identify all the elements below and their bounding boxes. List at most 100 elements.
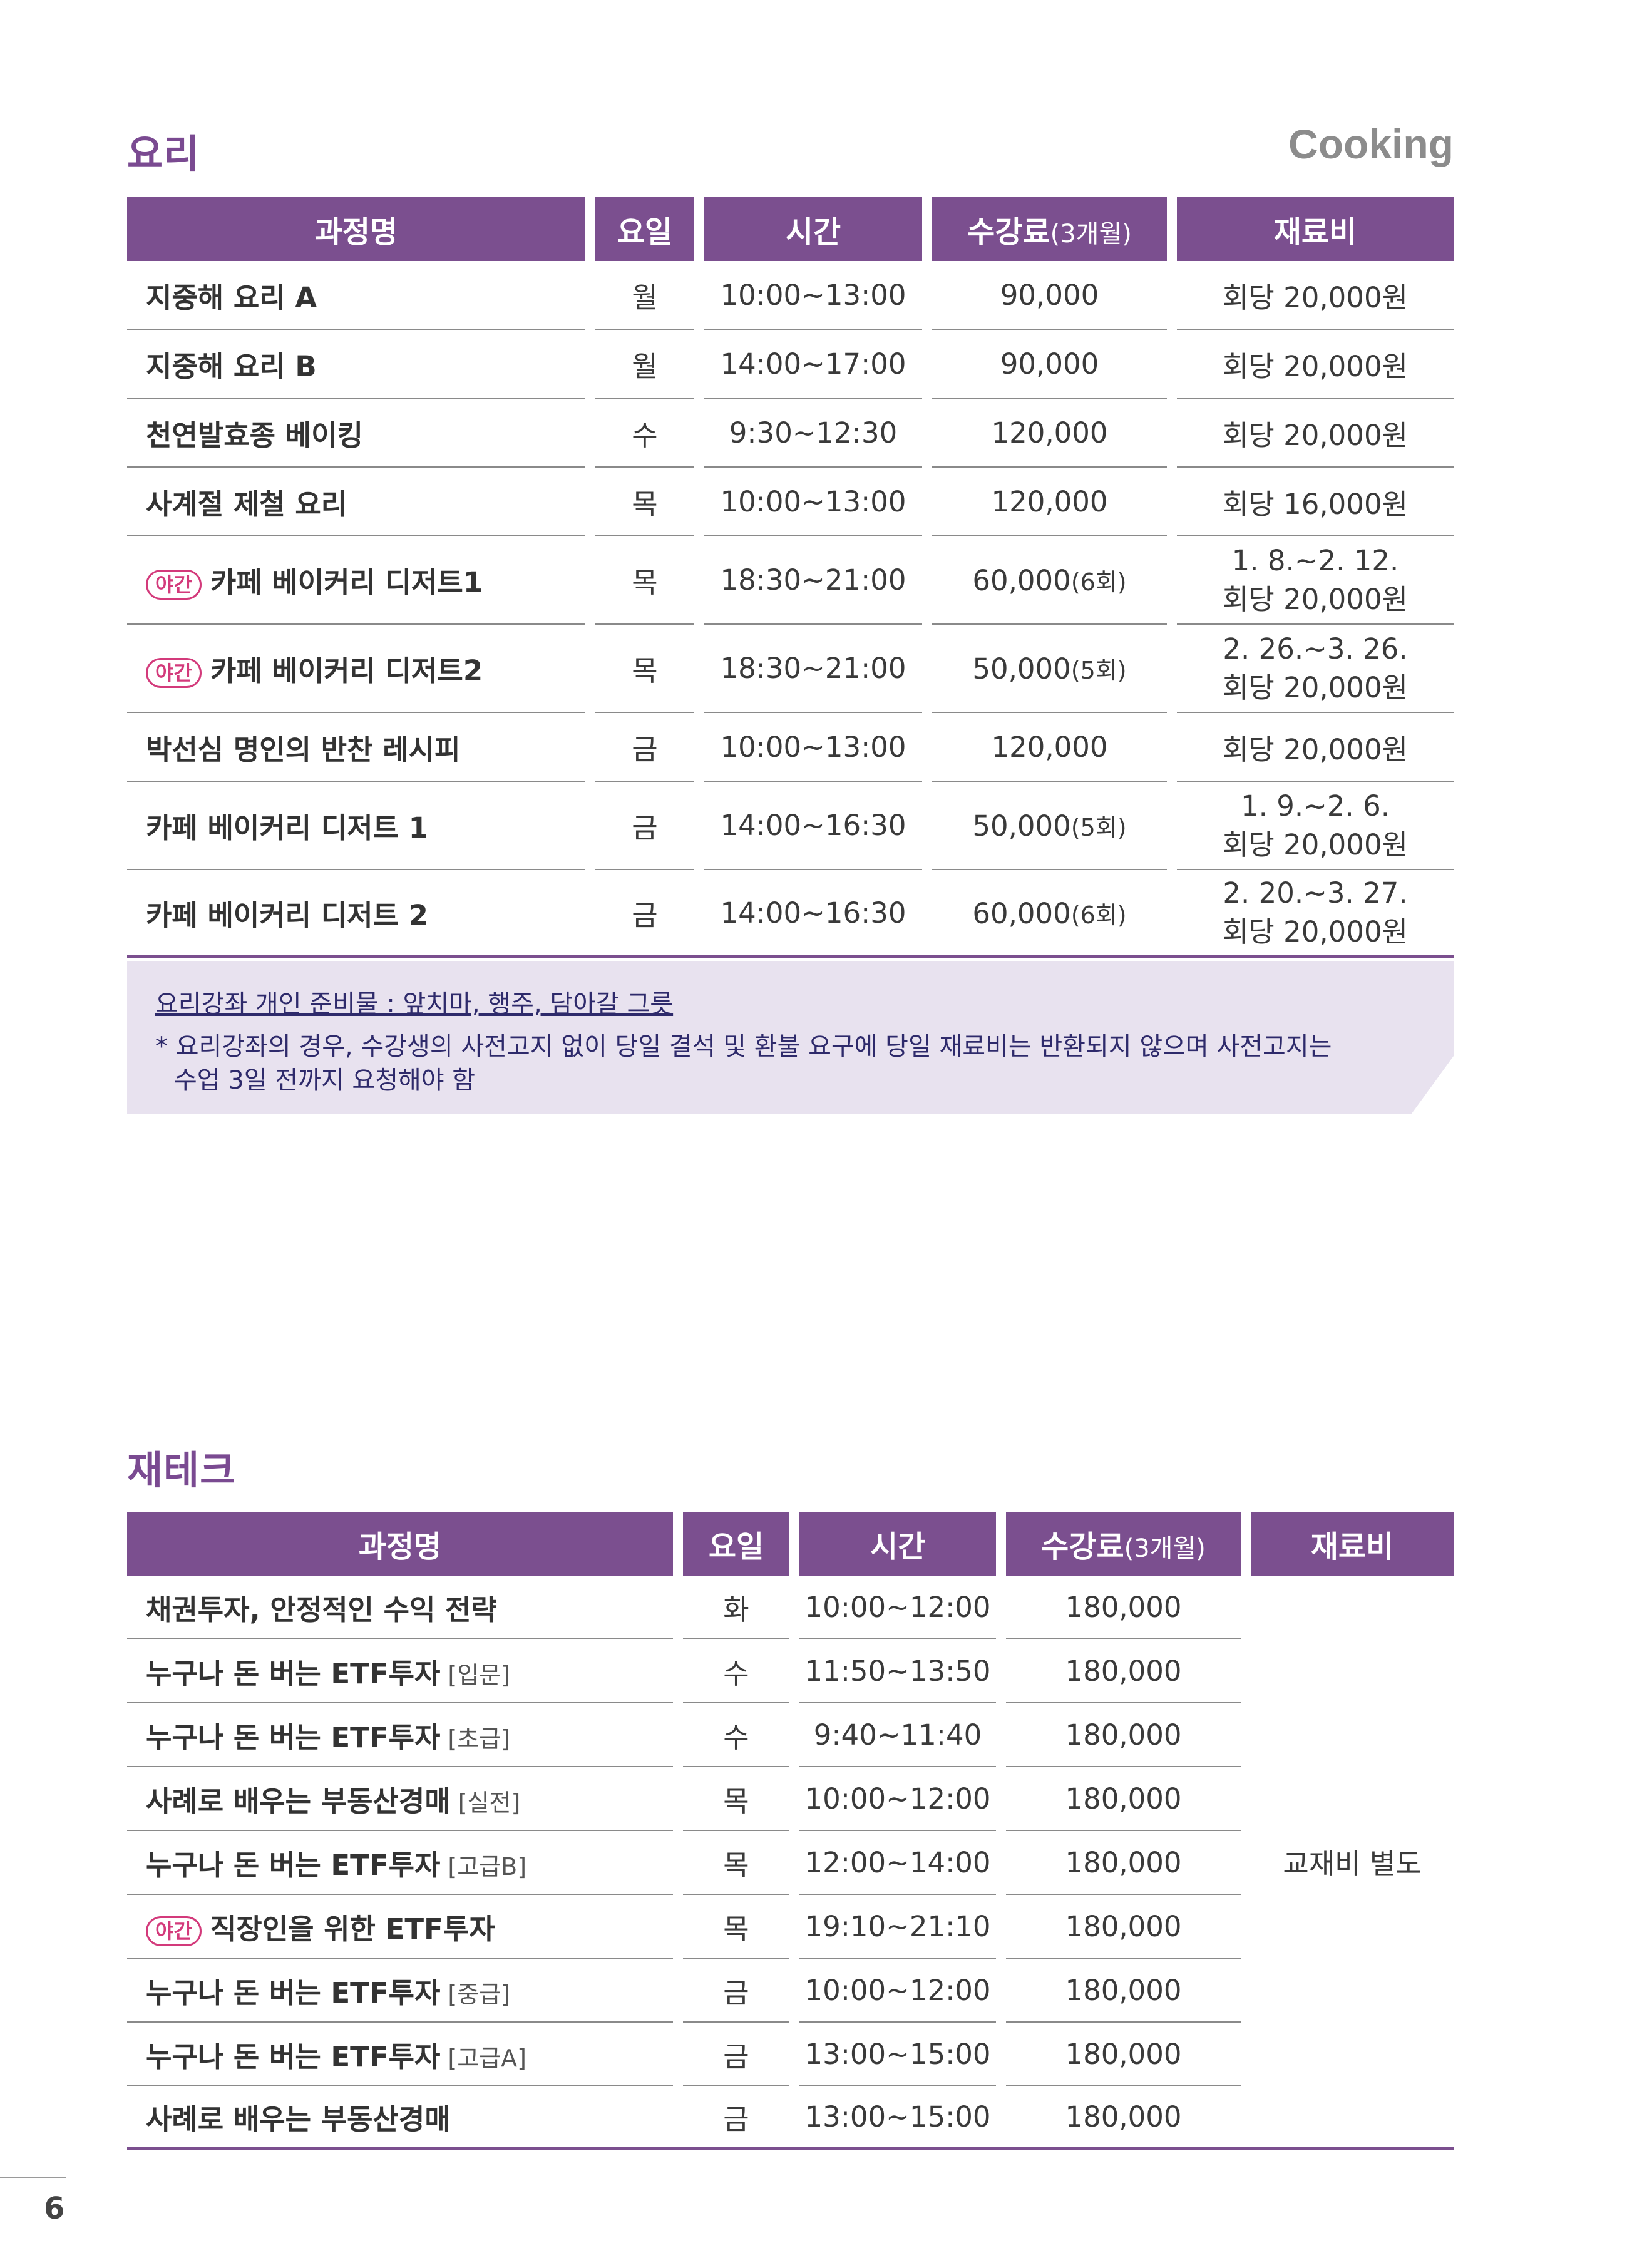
- column-gap: [996, 1959, 1006, 2023]
- header-time: 시간: [704, 197, 922, 261]
- column-gap: [996, 2086, 1006, 2150]
- column-gap: [922, 468, 932, 536]
- fee-cell: 120,000: [932, 468, 1167, 536]
- column-gap: [1241, 2086, 1251, 2150]
- fee-cell: 60,000(6회): [932, 870, 1167, 958]
- column-gap: [1241, 1959, 1251, 2023]
- course-name: 카페 베이커리 디저트 2: [146, 898, 428, 932]
- material-line-1: 2. 20.~3. 27.: [1223, 876, 1408, 910]
- day-cell: 금: [683, 2086, 789, 2150]
- material-cell: 1. 8.~2. 12. 회당 20,000원: [1177, 536, 1454, 625]
- course-name-cell: 누구나 돈 버는 ETF투자 [입문]: [127, 1639, 673, 1703]
- column-gap: [789, 1576, 799, 1639]
- day-cell: 수: [683, 1639, 789, 1703]
- day-cell: 수: [595, 399, 694, 468]
- fee-cell: 180,000: [1006, 1703, 1241, 1767]
- column-gap: [673, 1959, 683, 2023]
- course-name: 누구나 돈 버는 ETF투자: [146, 1720, 441, 1754]
- night-class-badge: 야간: [146, 1916, 202, 1946]
- course-name-cell: 사례로 배우는 부동산경매: [127, 2086, 673, 2150]
- course-name: 누구나 돈 버는 ETF투자: [146, 2040, 441, 2073]
- table-row: 박선심 명인의 반찬 레시피 금 10:00~13:00 120,000 회당 20,0…: [127, 713, 1454, 782]
- column-gap: [922, 536, 932, 625]
- column-gap: [996, 1831, 1006, 1895]
- day-cell: 목: [595, 468, 694, 536]
- fee-value: 60,000: [972, 896, 1071, 930]
- cooking-note-box: 요리강좌 개인 준비물 : 앞치마, 행주, 담아갈 그릇 * 요리강좌의 경우…: [127, 961, 1454, 1114]
- column-gap: [1167, 399, 1177, 468]
- column-gap: [1167, 330, 1177, 399]
- header-day: 요일: [595, 197, 694, 261]
- column-gap: [694, 330, 704, 399]
- time-cell: 13:00~15:00: [799, 2086, 996, 2150]
- column-gap: [673, 1639, 683, 1703]
- course-name: 박선심 명인의 반찬 레시피: [146, 732, 461, 766]
- table-row: 지중해 요리 A 월 10:00~13:00 90,000 회당 20,000원: [127, 261, 1454, 330]
- time-cell: 10:00~13:00: [704, 261, 922, 330]
- course-name-cell: 사례로 배우는 부동산경매 [실전]: [127, 1767, 673, 1831]
- time-cell: 10:00~13:00: [704, 713, 922, 782]
- night-class-badge: 야간: [146, 570, 202, 600]
- finance-section-title: 재테크: [127, 1447, 237, 1493]
- column-gap: [673, 1831, 683, 1895]
- column-gap: [789, 1703, 799, 1767]
- material-line-1: 회당 16,000원: [1223, 487, 1408, 521]
- column-gap: [996, 2023, 1006, 2086]
- course-name-cell: 지중해 요리 B: [127, 330, 585, 399]
- column-gap: [922, 713, 932, 782]
- fee-cell: 180,000: [1006, 1639, 1241, 1703]
- fee-cell: 180,000: [1006, 1959, 1241, 2023]
- course-level: [실전]: [458, 1788, 521, 1817]
- column-gap: [789, 2023, 799, 2086]
- column-gap: [922, 330, 932, 399]
- material-cell: 회당 20,000원: [1177, 330, 1454, 399]
- time-cell: 9:30~12:30: [704, 399, 922, 468]
- day-cell: 금: [683, 1959, 789, 2023]
- column-gap: [922, 399, 932, 468]
- time-cell: 14:00~16:30: [704, 782, 922, 870]
- table-row: 카페 베이커리 디저트 2 금 14:00~16:30 60,000(6회) 2. 20…: [127, 870, 1454, 958]
- course-name-cell: 누구나 돈 버는 ETF투자 [중급]: [127, 1959, 673, 2023]
- column-gap: [694, 536, 704, 625]
- course-name-cell: 누구나 돈 버는 ETF투자 [고급A]: [127, 2023, 673, 2086]
- material-cell: 2. 20.~3. 27. 회당 20,000원: [1177, 870, 1454, 958]
- column-gap: [694, 261, 704, 330]
- fee-cell: 50,000(5회): [932, 782, 1167, 870]
- column-gap: [789, 1959, 799, 2023]
- column-gap: [694, 625, 704, 713]
- fee-cell: 90,000: [932, 261, 1167, 330]
- course-name-cell: 카페 베이커리 디저트 2: [127, 870, 585, 958]
- day-cell: 목: [595, 536, 694, 625]
- column-gap: [694, 782, 704, 870]
- column-gap: [1167, 713, 1177, 782]
- column-gap: [694, 468, 704, 536]
- time-cell: 19:10~21:10: [799, 1895, 996, 1959]
- table-row: 야간 카페 베이커리 디저트1 목 18:30~21:00 60,000(6회) 1. 8…: [127, 536, 1454, 625]
- course-name-cell: 누구나 돈 버는 ETF투자 [고급B]: [127, 1831, 673, 1895]
- cooking-section-title: 요리: [127, 131, 200, 177]
- column-gap: [1241, 1576, 1251, 1639]
- table-row: 지중해 요리 B 월 14:00~17:00 90,000 회당 20,000원: [127, 330, 1454, 399]
- column-gap: [996, 1895, 1006, 1959]
- column-gap: [1241, 2023, 1251, 2086]
- table-row: 야간 카페 베이커리 디저트2 목 18:30~21:00 50,000(5회) 2. 2…: [127, 625, 1454, 713]
- table-row: 카페 베이커리 디저트 1 금 14:00~16:30 50,000(5회) 1. 9.…: [127, 782, 1454, 870]
- time-cell: 13:00~15:00: [799, 2023, 996, 2086]
- material-line-1: 회당 20,000원: [1223, 732, 1408, 766]
- column-gap: [789, 1831, 799, 1895]
- column-gap: [1241, 1831, 1251, 1895]
- column-gap: [789, 1767, 799, 1831]
- course-name: 누구나 돈 버는 ETF투자: [146, 1976, 441, 2009]
- course-name-cell: 천연발효종 베이킹: [127, 399, 585, 468]
- course-level: [중급]: [448, 1980, 510, 2008]
- table-row: 누구나 돈 버는 ETF투자 [초급] 수 9:40~11:40 180,000: [127, 1703, 1454, 1767]
- column-gap: [996, 1703, 1006, 1767]
- column-gap: [673, 1895, 683, 1959]
- table-row: 사례로 배우는 부동산경매 [실전] 목 10:00~12:00 180,000: [127, 1767, 1454, 1831]
- header-course-name: 과정명: [127, 197, 585, 261]
- cooking-section-title-en: Cooking: [1288, 121, 1454, 167]
- column-gap: [585, 399, 595, 468]
- material-cell: 회당 20,000원: [1177, 713, 1454, 782]
- material-cell: 회당 20,000원: [1177, 399, 1454, 468]
- column-gap: [1167, 468, 1177, 536]
